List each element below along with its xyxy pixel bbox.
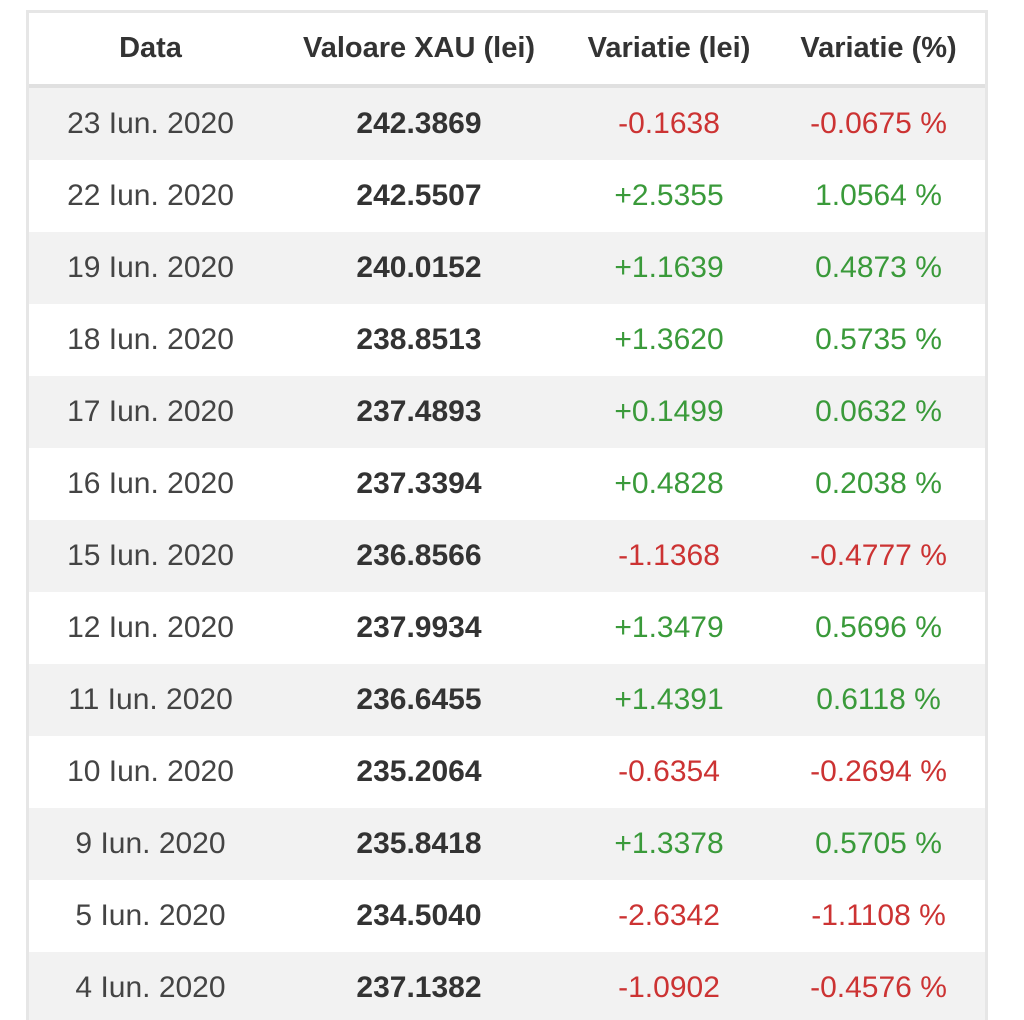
change-cell: +0.4828 bbox=[566, 448, 772, 520]
percent-cell: -0.2694 % bbox=[772, 736, 985, 808]
percent-cell: 0.0632 % bbox=[772, 376, 985, 448]
table-row: 15 Iun. 2020 236.8566 -1.1368 -0.4777 % bbox=[29, 520, 985, 592]
change-cell: +2.5355 bbox=[566, 160, 772, 232]
table-row: 10 Iun. 2020 235.2064 -0.6354 -0.2694 % bbox=[29, 736, 985, 808]
percent-cell: 0.5696 % bbox=[772, 592, 985, 664]
change-cell: -1.1368 bbox=[566, 520, 772, 592]
percent-cell: 0.5735 % bbox=[772, 304, 985, 376]
value-cell: 237.1382 bbox=[272, 952, 566, 1020]
value-cell: 235.2064 bbox=[272, 736, 566, 808]
change-cell: +1.1639 bbox=[566, 232, 772, 304]
gold-price-table: Data Valoare XAU (lei) Variatie (lei) Va… bbox=[29, 13, 985, 1020]
table-row: 5 Iun. 2020 234.5040 -2.6342 -1.1108 % bbox=[29, 880, 985, 952]
percent-cell: 1.0564 % bbox=[772, 160, 985, 232]
column-header-date[interactable]: Data bbox=[29, 13, 272, 88]
percent-cell: -1.1108 % bbox=[772, 880, 985, 952]
date-cell: 9 Iun. 2020 bbox=[29, 808, 272, 880]
table-row: 17 Iun. 2020 237.4893 +0.1499 0.0632 % bbox=[29, 376, 985, 448]
value-cell: 234.5040 bbox=[272, 880, 566, 952]
gold-price-table-container: Data Valoare XAU (lei) Variatie (lei) Va… bbox=[26, 10, 988, 1020]
percent-cell: -0.4777 % bbox=[772, 520, 985, 592]
table-body: 23 Iun. 2020 242.3869 -0.1638 -0.0675 % 22 I… bbox=[29, 86, 985, 1020]
date-cell: 18 Iun. 2020 bbox=[29, 304, 272, 376]
value-cell: 237.9934 bbox=[272, 592, 566, 664]
date-cell: 16 Iun. 2020 bbox=[29, 448, 272, 520]
table-header: Data Valoare XAU (lei) Variatie (lei) Va… bbox=[29, 13, 985, 88]
value-cell: 242.5507 bbox=[272, 160, 566, 232]
value-cell: 237.4893 bbox=[272, 376, 566, 448]
value-cell: 236.8566 bbox=[272, 520, 566, 592]
date-cell: 15 Iun. 2020 bbox=[29, 520, 272, 592]
percent-cell: -0.4576 % bbox=[772, 952, 985, 1020]
table-row: 11 Iun. 2020 236.6455 +1.4391 0.6118 % bbox=[29, 664, 985, 736]
value-cell: 242.3869 bbox=[272, 86, 566, 160]
table-row: 4 Iun. 2020 237.1382 -1.0902 -0.4576 % bbox=[29, 952, 985, 1020]
column-header-percent[interactable]: Variatie (%) bbox=[772, 13, 985, 88]
table-row: 19 Iun. 2020 240.0152 +1.1639 0.4873 % bbox=[29, 232, 985, 304]
value-cell: 235.8418 bbox=[272, 808, 566, 880]
table-row: 16 Iun. 2020 237.3394 +0.4828 0.2038 % bbox=[29, 448, 985, 520]
date-cell: 17 Iun. 2020 bbox=[29, 376, 272, 448]
table-row: 12 Iun. 2020 237.9934 +1.3479 0.5696 % bbox=[29, 592, 985, 664]
date-cell: 4 Iun. 2020 bbox=[29, 952, 272, 1020]
value-cell: 237.3394 bbox=[272, 448, 566, 520]
change-cell: +1.3479 bbox=[566, 592, 772, 664]
change-cell: -2.6342 bbox=[566, 880, 772, 952]
column-header-change[interactable]: Variatie (lei) bbox=[566, 13, 772, 88]
change-cell: +1.4391 bbox=[566, 664, 772, 736]
date-cell: 19 Iun. 2020 bbox=[29, 232, 272, 304]
header-row: Data Valoare XAU (lei) Variatie (lei) Va… bbox=[29, 13, 985, 88]
percent-cell: 0.5705 % bbox=[772, 808, 985, 880]
change-cell: -0.1638 bbox=[566, 86, 772, 160]
table-row: 22 Iun. 2020 242.5507 +2.5355 1.0564 % bbox=[29, 160, 985, 232]
value-cell: 236.6455 bbox=[272, 664, 566, 736]
table-row: 18 Iun. 2020 238.8513 +1.3620 0.5735 % bbox=[29, 304, 985, 376]
date-cell: 10 Iun. 2020 bbox=[29, 736, 272, 808]
percent-cell: 0.6118 % bbox=[772, 664, 985, 736]
percent-cell: 0.2038 % bbox=[772, 448, 985, 520]
change-cell: +0.1499 bbox=[566, 376, 772, 448]
date-cell: 22 Iun. 2020 bbox=[29, 160, 272, 232]
percent-cell: 0.4873 % bbox=[772, 232, 985, 304]
date-cell: 12 Iun. 2020 bbox=[29, 592, 272, 664]
date-cell: 5 Iun. 2020 bbox=[29, 880, 272, 952]
change-cell: +1.3378 bbox=[566, 808, 772, 880]
date-cell: 23 Iun. 2020 bbox=[29, 86, 272, 160]
change-cell: -1.0902 bbox=[566, 952, 772, 1020]
change-cell: -0.6354 bbox=[566, 736, 772, 808]
value-cell: 240.0152 bbox=[272, 232, 566, 304]
date-cell: 11 Iun. 2020 bbox=[29, 664, 272, 736]
change-cell: +1.3620 bbox=[566, 304, 772, 376]
value-cell: 238.8513 bbox=[272, 304, 566, 376]
table-row: 23 Iun. 2020 242.3869 -0.1638 -0.0675 % bbox=[29, 86, 985, 160]
table-row: 9 Iun. 2020 235.8418 +1.3378 0.5705 % bbox=[29, 808, 985, 880]
column-header-value[interactable]: Valoare XAU (lei) bbox=[272, 13, 566, 88]
percent-cell: -0.0675 % bbox=[772, 86, 985, 160]
